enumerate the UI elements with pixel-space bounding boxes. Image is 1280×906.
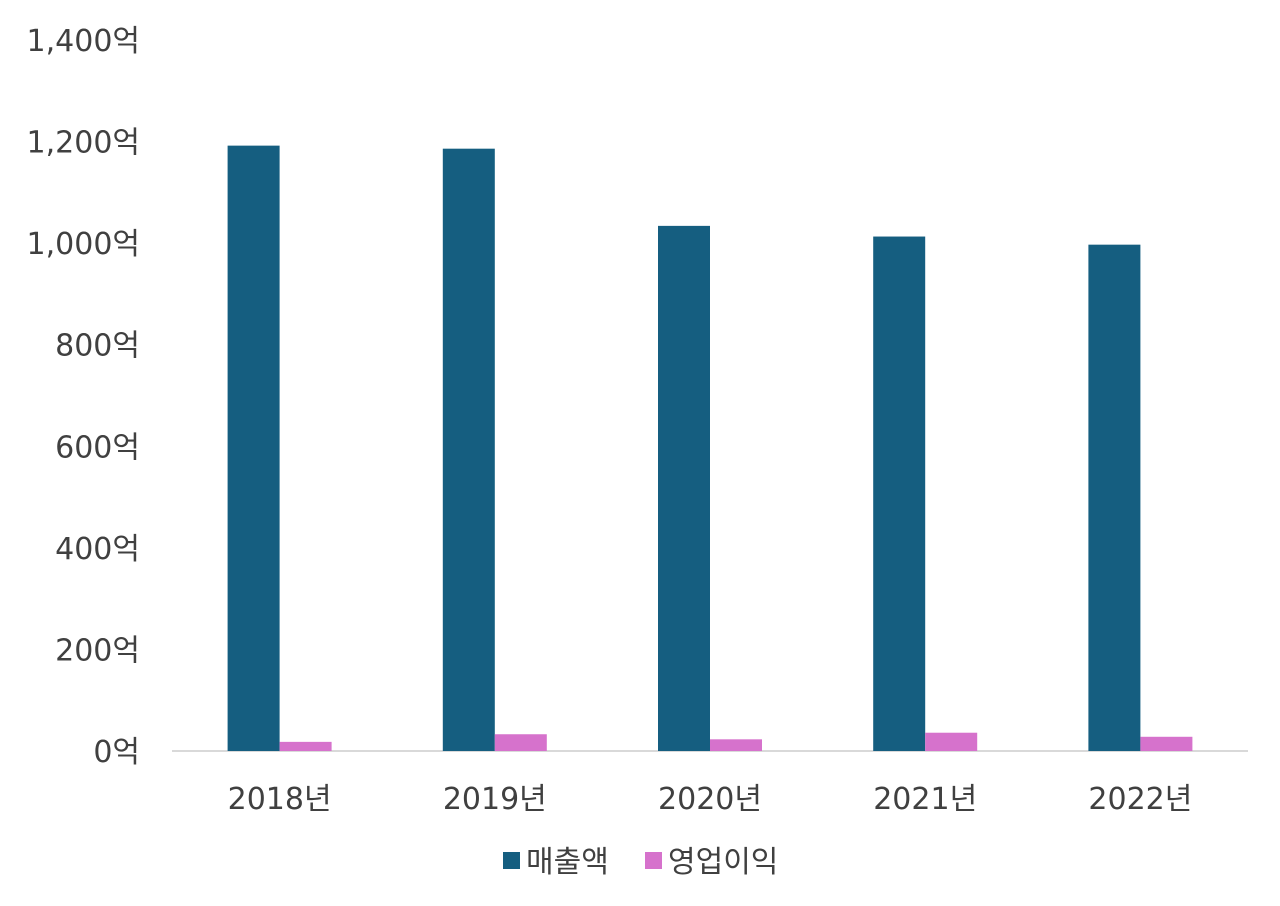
legend: 매출액 영업이익 bbox=[503, 845, 778, 880]
y-axis-tick-labels: 0억 200억 400억 600억 800억 1,000억 1,200억 1,400억 bbox=[27, 24, 140, 770]
y-tick-label: 1,400억 bbox=[27, 24, 140, 59]
bar-revenue bbox=[1088, 244, 1141, 751]
bar-operating-profit bbox=[279, 741, 332, 751]
bar-revenue bbox=[227, 145, 280, 752]
bars bbox=[227, 145, 1193, 752]
legend-swatch bbox=[503, 852, 520, 869]
y-tick-label: 1,200억 bbox=[27, 126, 140, 161]
x-axis-category-labels: 2018년 2019년 2020년 2021년 2022년 bbox=[228, 782, 1193, 817]
bar-revenue bbox=[873, 236, 926, 751]
y-tick-label: 1,000억 bbox=[27, 227, 140, 262]
y-tick-label: 800억 bbox=[55, 329, 140, 364]
x-tick-label: 2019년 bbox=[443, 782, 547, 817]
bar-operating-profit bbox=[1140, 736, 1193, 751]
x-tick-label: 2021년 bbox=[873, 782, 977, 817]
legend-label: 영업이익 bbox=[668, 845, 778, 880]
x-tick-label: 2018년 bbox=[228, 782, 332, 817]
bar-operating-profit bbox=[710, 739, 762, 751]
legend-label: 매출액 bbox=[526, 845, 609, 880]
y-tick-label: 600억 bbox=[55, 430, 140, 465]
bar-operating-profit bbox=[494, 734, 547, 751]
legend-swatch bbox=[645, 852, 662, 869]
x-tick-label: 2020년 bbox=[658, 782, 762, 817]
y-tick-label: 200억 bbox=[55, 633, 140, 668]
y-tick-label: 400억 bbox=[55, 532, 140, 567]
x-tick-label: 2022년 bbox=[1088, 782, 1192, 817]
bar-operating-profit bbox=[925, 732, 978, 751]
y-tick-label: 0억 bbox=[93, 735, 140, 770]
bar-revenue bbox=[442, 148, 495, 752]
bar-revenue bbox=[658, 225, 710, 751]
